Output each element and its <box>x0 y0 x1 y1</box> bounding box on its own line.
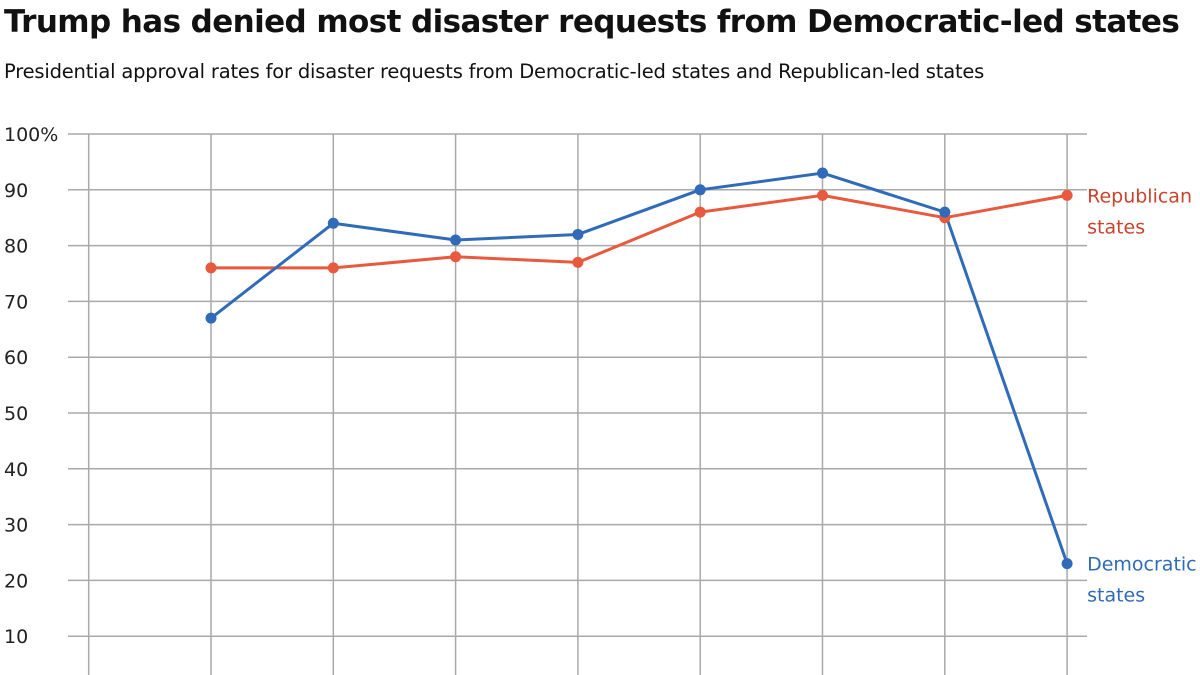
republican-data-point <box>572 256 584 268</box>
republican-data-point <box>450 251 462 263</box>
democratic-data-point <box>327 217 339 229</box>
y-tick-label: 30 <box>4 515 28 537</box>
y-tick-label: 50 <box>4 403 28 425</box>
democratic-series-line <box>210 171 1069 565</box>
republican-data-point <box>694 206 706 218</box>
y-tick-label: 100% <box>4 124 58 146</box>
y-tick-label: 60 <box>4 347 28 369</box>
republican-data-point <box>205 262 217 274</box>
democratic-data-point <box>817 167 828 179</box>
republican-data-point <box>327 262 339 274</box>
democratic-series-label: Democratic states <box>1087 554 1197 607</box>
democratic-data-point <box>939 206 951 218</box>
series-points <box>205 167 1073 570</box>
series-lines <box>210 171 1069 565</box>
democratic-data-point <box>572 228 584 240</box>
chart-subtitle: Presidential approval rates for disaster… <box>4 60 985 83</box>
y-tick-label: 90 <box>4 180 28 202</box>
democratic-data-point <box>1061 558 1073 570</box>
democratic-data-point <box>205 312 217 324</box>
democratic-data-point <box>450 234 462 246</box>
republican-data-point <box>1061 189 1073 201</box>
y-tick-labels: 100% 90 80 70 60 50 40 30 20 10 <box>4 124 58 648</box>
y-tick-label: 80 <box>4 236 28 258</box>
y-tick-label: 20 <box>4 570 28 592</box>
republican-series-line <box>211 193 1068 270</box>
republican-data-point <box>817 189 828 201</box>
series-labels: Republican states Democratic states <box>1087 185 1197 606</box>
democratic-data-point <box>694 184 706 196</box>
gridlines-vertical <box>87 134 1068 675</box>
chart-title: Trump has denied most disaster requests … <box>4 4 1180 40</box>
republican-series-label: Republican states <box>1087 185 1192 238</box>
y-tick-label: 40 <box>4 459 28 481</box>
y-tick-label: 10 <box>4 626 28 648</box>
y-tick-label: 70 <box>4 291 28 313</box>
